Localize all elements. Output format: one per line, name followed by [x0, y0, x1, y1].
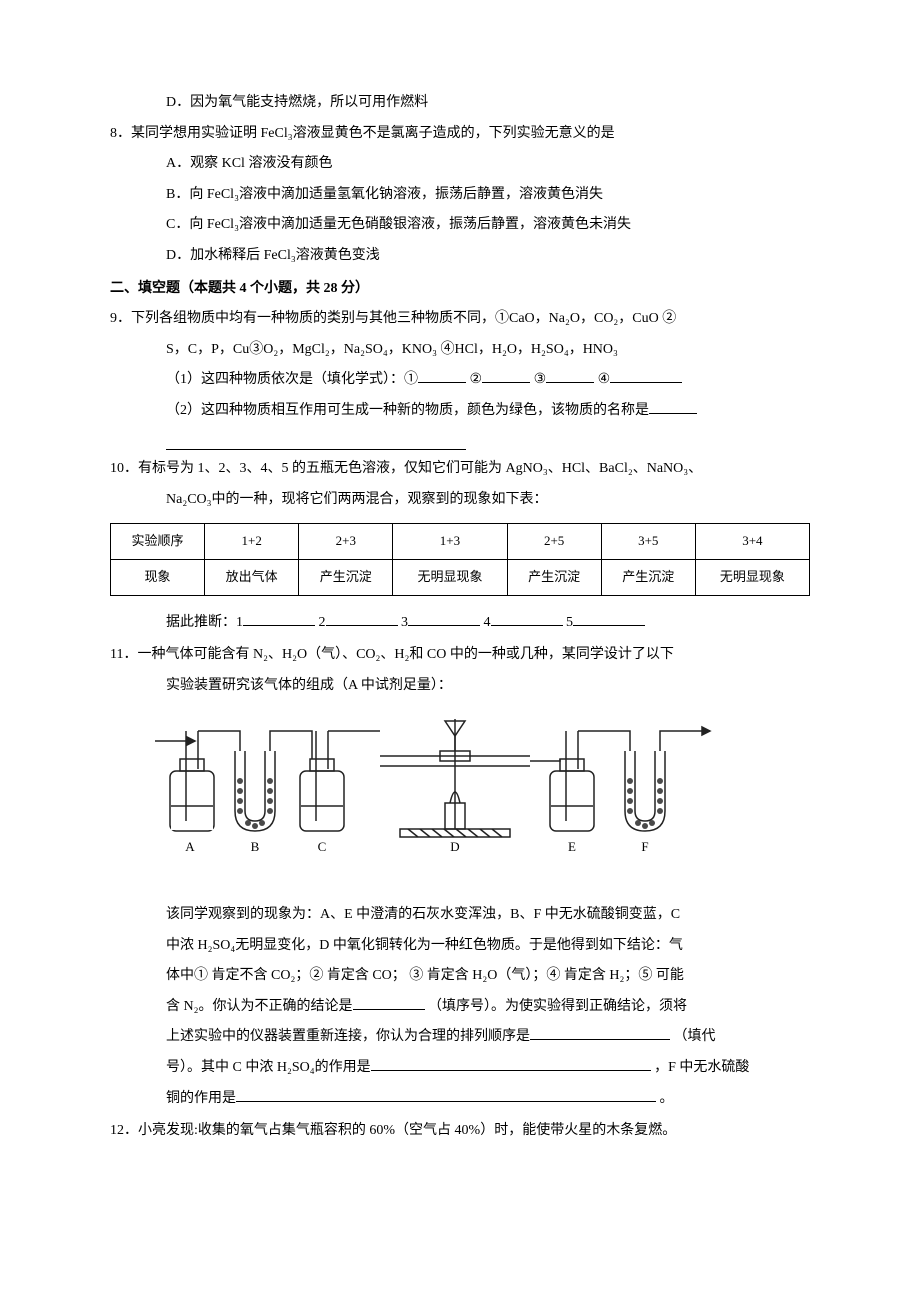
cell-r0c4: 2+5 [507, 524, 601, 560]
q11-obs-e-a: 上述实验中的仪器装置重新连接，你认为合理的排列顺序是 [166, 1029, 530, 1044]
blank-q10-3 [408, 612, 480, 626]
label-C: C [318, 839, 327, 854]
q10-infer-b: 2 [319, 615, 326, 630]
q11-stem-b: 实验装置研究该气体的组成（A 中试剂足量）： [110, 673, 810, 700]
q11-obs-d: 含 N₂。你认为不正确的结论是 （填序号）。为使实验得到正确结论，须将 [110, 994, 810, 1021]
q10-infer: 据此推断：1 2 3 4 5 [110, 610, 810, 637]
blank-q10-2 [326, 612, 398, 626]
q9: 9．下列各组物质中均有一种物质的类别与其他三种物质不同，①CaO，Na₂O，CO… [110, 306, 810, 450]
cell-r1c6: 无明显现象 [695, 560, 809, 596]
cell-r1c2: 产生沉淀 [299, 560, 393, 596]
blank-q11-2 [530, 1026, 670, 1040]
q11-obs-a: 该同学观察到的现象为：A、E 中澄清的石灰水变浑浊，B、F 中无水硫酸铜变蓝，C [110, 902, 810, 929]
q11-obs-g-b: 。 [660, 1091, 674, 1106]
label-E: E [568, 839, 576, 854]
q10: 10．有标号为 1、2、3、4、5 的五瓶无色溶液，仅知它们可能为 AgNO₃、… [110, 456, 810, 636]
cell-r0c1: 1+2 [205, 524, 299, 560]
blank-q10-1 [243, 612, 315, 626]
q10-infer-d: 4 [484, 615, 491, 630]
q10-infer-c: 3 [401, 615, 408, 630]
q9-p1a: （1）这四种物质依次是（填化学式）：① [166, 372, 418, 387]
blank-q11-1 [353, 996, 425, 1010]
q12-stem: 12．小亮发现:收集的氧气占集气瓶容积的 60%（空气占 40%）时，能使带火星… [110, 1118, 810, 1145]
q8-optB: B．向 FeCl₃溶液中滴加适量氢氧化钠溶液，振荡后静置，溶液黄色消失 [110, 182, 810, 209]
q11-obs-f: 号）。其中 C 中浓 H₂SO₄的作用是 ，F 中无水硫酸 [110, 1055, 810, 1082]
cell-r0c2: 2+3 [299, 524, 393, 560]
q11-obs-d-b: （填序号）。为使实验得到正确结论，须将 [428, 999, 687, 1014]
cell-r0c3: 1+3 [393, 524, 507, 560]
q11-obs-b: 中浓 H₂SO₄无明显变化，D 中氧化铜转化为一种红色物质。于是他得到如下结论：… [110, 933, 810, 960]
table-row: 实验顺序 1+2 2+3 1+3 2+5 3+5 3+4 [111, 524, 810, 560]
q10-infer-e: 5 [566, 615, 573, 630]
q11-diagram: A B C [110, 711, 810, 892]
cell-r1c4: 产生沉淀 [507, 560, 601, 596]
q8: 8．某同学想用实验证明 FeCl₃溶液显黄色不是氯离子造成的，下列实验无意义的是… [110, 121, 810, 270]
blank-q11-4 [236, 1088, 656, 1102]
section2-title: 二、填空题（本题共 4 个小题，共 28 分） [110, 276, 810, 303]
q9-stem-a: 9．下列各组物质中均有一种物质的类别与其他三种物质不同，①CaO，Na₂O，CO… [110, 306, 810, 333]
cell-r0c6: 3+4 [695, 524, 809, 560]
q11-obs-g: 铜的作用是 。 [110, 1086, 810, 1113]
blank-q9-1 [418, 369, 466, 383]
blank-q9-5 [649, 400, 697, 414]
blank-q9-6 [166, 431, 466, 451]
blank-q9-3 [546, 369, 594, 383]
q10-table: 实验顺序 1+2 2+3 1+3 2+5 3+5 3+4 现象 放出气体 产生沉… [110, 523, 810, 595]
cell-r1c5: 产生沉淀 [601, 560, 695, 596]
q8-optC: C．向 FeCl₃溶液中滴加适量无色硝酸银溶液，振荡后静置，溶液黄色未消失 [110, 212, 810, 239]
q11-obs-g-a: 铜的作用是 [166, 1091, 236, 1106]
q9-p1d: ④ [598, 372, 611, 387]
apparatus-diagram: A B C [140, 711, 780, 881]
q11-obs-e-b: （填代 [674, 1029, 716, 1044]
q10-stem-a: 10．有标号为 1、2、3、4、5 的五瓶无色溶液，仅知它们可能为 AgNO₃、… [110, 456, 810, 483]
cell-r1c0: 现象 [111, 560, 205, 596]
q11-obs-c: 体中① 肯定不含 CO₂；② 肯定含 CO； ③ 肯定含 H₂O（气）；④ 肯定… [110, 963, 810, 990]
blank-q10-4 [491, 612, 563, 626]
q9-stem-b: S，C，P，Cu③O₂，MgCl₂，Na₂SO₄，KNO₃ ④HCl，H₂O，H… [110, 337, 810, 364]
q7-optD: D．因为氧气能支持燃烧，所以可用作燃料 [110, 90, 810, 117]
label-F: F [641, 839, 648, 854]
q9-p1c: ③ [534, 372, 547, 387]
cell-r1c3: 无明显现象 [393, 560, 507, 596]
q8-optD: D．加水稀释后 FeCl₃溶液黄色变浅 [110, 243, 810, 270]
blank-q10-5 [573, 612, 645, 626]
q8-optA: A．观察 KCl 溶液没有颜色 [110, 151, 810, 178]
blank-q9-2 [482, 369, 530, 383]
q11-obs-d-a: 含 N₂。你认为不正确的结论是 [166, 999, 353, 1014]
q9-part1: （1）这四种物质依次是（填化学式）：① ② ③ ④ [110, 367, 810, 394]
q11-stem-a: 11．一种气体可能含有 N₂、H₂O（气）、CO₂、H₂和 CO 中的一种或几种… [110, 642, 810, 669]
q11-obs-f-a: 号）。其中 C 中浓 H₂SO₄的作用是 [166, 1060, 371, 1075]
q11-obs-f-b: ，F 中无水硫酸 [654, 1060, 749, 1075]
label-A: A [185, 839, 195, 854]
cell-r1c1: 放出气体 [205, 560, 299, 596]
q10-stem-b: Na₂CO₃中的一种，现将它们两两混合，观察到的现象如下表： [110, 487, 810, 514]
blank-q9-4 [610, 369, 682, 383]
label-D: D [450, 839, 459, 854]
q11-obs-e: 上述实验中的仪器装置重新连接，你认为合理的排列顺序是 （填代 [110, 1024, 810, 1051]
q9-p2: （2）这四种物质相互作用可生成一种新的物质，颜色为绿色，该物质的名称是 [166, 403, 649, 418]
cell-r0c0: 实验顺序 [111, 524, 205, 560]
q9-part2-blankline [110, 431, 810, 451]
q12: 12．小亮发现:收集的氧气占集气瓶容积的 60%（空气占 40%）时，能使带火星… [110, 1118, 810, 1145]
q9-part2: （2）这四种物质相互作用可生成一种新的物质，颜色为绿色，该物质的名称是 [110, 398, 810, 425]
label-B: B [251, 839, 260, 854]
q9-p1b: ② [470, 372, 483, 387]
table-row: 现象 放出气体 产生沉淀 无明显现象 产生沉淀 产生沉淀 无明显现象 [111, 560, 810, 596]
q11: 11．一种气体可能含有 N₂、H₂O（气）、CO₂、H₂和 CO 中的一种或几种… [110, 642, 810, 1112]
blank-q11-3 [371, 1057, 651, 1071]
q8-stem: 8．某同学想用实验证明 FeCl₃溶液显黄色不是氯离子造成的，下列实验无意义的是 [110, 121, 810, 148]
q10-infer-a: 据此推断：1 [166, 615, 243, 630]
cell-r0c5: 3+5 [601, 524, 695, 560]
